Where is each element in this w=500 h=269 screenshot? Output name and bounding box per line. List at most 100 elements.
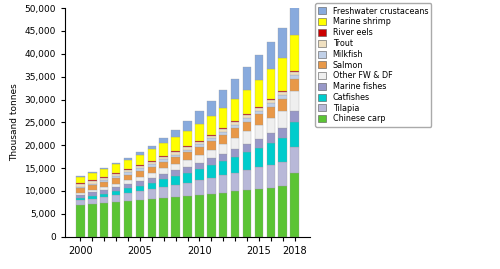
Bar xyxy=(207,194,216,237)
Bar xyxy=(112,163,120,164)
Bar xyxy=(231,128,239,138)
Bar xyxy=(172,185,180,197)
Bar xyxy=(160,187,168,198)
Bar xyxy=(88,192,96,196)
Bar xyxy=(195,155,203,163)
Bar xyxy=(183,160,192,167)
Bar xyxy=(100,187,108,190)
Bar xyxy=(100,180,108,182)
Bar xyxy=(136,166,144,168)
Bar xyxy=(254,55,263,80)
Bar xyxy=(76,185,84,186)
Bar xyxy=(278,92,287,95)
Bar xyxy=(76,195,84,198)
Bar xyxy=(76,183,84,185)
Bar xyxy=(88,199,96,204)
Bar xyxy=(124,158,132,160)
Bar xyxy=(148,162,156,164)
Bar xyxy=(172,157,180,164)
Bar xyxy=(124,188,132,193)
Bar xyxy=(242,152,252,170)
Bar xyxy=(100,197,108,203)
Bar xyxy=(207,158,216,165)
Legend: Freshwater crustaceans, Marine shrimp, River eels, Trout, Milkfish, Salmon, Othe: Freshwater crustaceans, Marine shrimp, R… xyxy=(315,3,432,127)
Bar xyxy=(112,178,120,184)
Bar xyxy=(195,163,203,169)
Bar xyxy=(88,183,96,185)
Bar xyxy=(160,160,168,162)
Bar xyxy=(124,201,132,237)
Bar xyxy=(278,111,287,128)
Bar xyxy=(136,200,144,237)
Bar xyxy=(136,181,144,186)
Bar xyxy=(207,116,216,134)
Bar xyxy=(254,114,263,125)
Bar xyxy=(112,202,120,237)
Bar xyxy=(219,135,228,144)
Bar xyxy=(124,180,132,184)
Bar xyxy=(172,137,180,151)
Bar xyxy=(266,103,275,107)
Bar xyxy=(207,150,216,158)
Bar xyxy=(266,107,275,118)
Bar xyxy=(290,3,299,35)
Bar xyxy=(183,183,192,196)
Bar xyxy=(266,143,275,165)
Bar xyxy=(76,193,84,195)
Bar xyxy=(207,134,216,136)
Bar xyxy=(231,122,239,125)
Bar xyxy=(136,186,144,191)
Bar xyxy=(183,173,192,183)
Bar xyxy=(136,171,144,176)
Bar xyxy=(219,193,228,237)
Bar xyxy=(231,138,239,148)
Bar xyxy=(124,184,132,188)
Bar xyxy=(290,75,299,79)
Bar xyxy=(278,99,287,111)
Bar xyxy=(242,144,252,152)
Bar xyxy=(207,138,216,141)
Bar xyxy=(88,182,96,183)
Bar xyxy=(112,164,120,173)
Bar xyxy=(183,147,192,150)
Bar xyxy=(172,164,180,170)
Bar xyxy=(160,156,168,157)
Bar xyxy=(172,152,180,155)
Bar xyxy=(88,190,96,192)
Bar xyxy=(254,80,263,107)
Bar xyxy=(254,125,263,139)
Bar xyxy=(112,173,120,174)
Bar xyxy=(242,115,252,118)
Bar xyxy=(207,165,216,178)
Bar xyxy=(278,58,287,91)
Bar xyxy=(100,168,108,169)
Bar xyxy=(160,143,168,156)
Bar xyxy=(160,198,168,237)
Bar xyxy=(76,198,84,200)
Bar xyxy=(254,189,263,237)
Bar xyxy=(148,164,156,167)
Bar xyxy=(76,188,84,193)
Bar xyxy=(207,178,216,194)
Bar xyxy=(124,172,132,175)
Bar xyxy=(112,184,120,187)
Bar xyxy=(76,200,84,205)
Bar xyxy=(136,165,144,166)
Bar xyxy=(242,114,252,115)
Bar xyxy=(207,136,216,138)
Bar xyxy=(100,178,108,180)
Bar xyxy=(266,118,275,133)
Bar xyxy=(266,133,275,143)
Bar xyxy=(266,69,275,99)
Bar xyxy=(231,157,239,173)
Bar xyxy=(100,169,108,177)
Bar xyxy=(195,169,203,180)
Bar xyxy=(231,173,239,192)
Bar xyxy=(242,118,252,122)
Bar xyxy=(219,90,228,108)
Bar xyxy=(231,79,239,99)
Bar xyxy=(183,150,192,153)
Bar xyxy=(100,203,108,237)
Bar xyxy=(124,193,132,201)
Bar xyxy=(195,111,203,124)
